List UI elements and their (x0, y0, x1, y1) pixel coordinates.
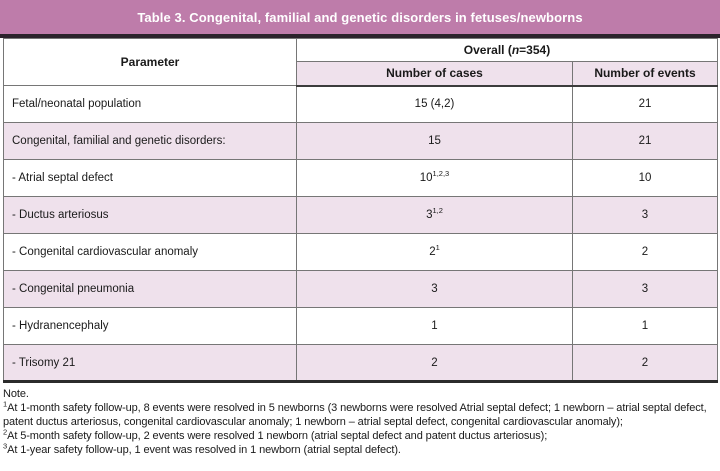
events-cell: 2 (572, 233, 718, 271)
cases-value: 15 (428, 135, 441, 147)
cases-value: 10 (419, 172, 433, 184)
cases-cell: 31,2 (296, 196, 573, 234)
cases-value: 3 (426, 209, 433, 221)
events-cell: 10 (572, 159, 718, 197)
table-row: Congenital, familial and genetic disorde… (3, 122, 718, 160)
header-row-top: Parameter Overall (n=354) (3, 38, 718, 86)
events-cell: 2 (572, 344, 718, 382)
table-row: - Trisomy 21 2 2 (3, 344, 718, 382)
parameter-cell: Congenital, familial and genetic disorde… (3, 122, 297, 160)
table-title: Table 3. Congenital, familial and geneti… (137, 9, 583, 25)
table-row: - Congenital cardiovascular anomaly 21 2 (3, 233, 718, 271)
cases-value: 2 (431, 356, 438, 369)
table-row: - Congenital pneumonia 3 3 (3, 270, 718, 308)
cases-superscript: 1,2 (432, 206, 443, 216)
footnote-3-marker: 3 (3, 441, 8, 451)
footnote-1-text: At 1-month safety follow-up, 8 events we… (3, 402, 707, 428)
cases-cell: 3 (296, 270, 573, 308)
parameter-cell: - Ductus arteriosus (3, 196, 297, 234)
column-header-parameter: Parameter (3, 38, 297, 86)
events-cell: 21 (572, 85, 718, 123)
column-header-cases: Number of cases (296, 61, 573, 87)
cases-cell: 101,2,3 (296, 159, 573, 197)
footnote-2: 2At 5-month safety follow-up, 2 events w… (3, 427, 716, 443)
parameter-cell: - Trisomy 21 (3, 344, 297, 382)
table-title-bar: Table 3. Congenital, familial and geneti… (0, 0, 720, 38)
overall-suffix: =354) (519, 43, 551, 57)
table-row: - Hydranencephaly 1 1 (3, 307, 718, 345)
table-body: Fetal/neonatal population 15 (4,2) 21 Co… (3, 85, 718, 382)
column-header-overall: Overall (n=354) (296, 38, 718, 62)
footnote-1-marker: 1 (3, 399, 8, 409)
parameter-cell: Fetal/neonatal population (3, 85, 297, 123)
cases-value: 3 (431, 283, 438, 295)
table-row: - Ductus arteriosus 31,2 3 (3, 196, 718, 234)
cases-superscript: 1,2,3 (432, 169, 450, 179)
events-cell: 3 (572, 270, 718, 308)
footnotes: Note. 1At 1-month safety follow-up, 8 ev… (3, 387, 716, 457)
cases-superscript: 1 (435, 243, 440, 253)
overall-prefix: Overall ( (463, 43, 512, 57)
cases-value: 2 (429, 246, 436, 258)
parameter-cell: - Congenital pneumonia (3, 270, 297, 308)
parameter-cell: - Atrial septal defect (3, 159, 297, 197)
cases-cell: 15 (296, 122, 573, 160)
data-table: Parameter Overall (n=354) Number of case… (3, 38, 718, 383)
cases-cell: 15 (4,2) (296, 85, 573, 123)
cases-value: 15 (4,2) (414, 98, 455, 111)
table-row: Fetal/neonatal population 15 (4,2) 21 (3, 85, 718, 123)
events-cell: 1 (572, 307, 718, 345)
overall-n-italic: n (511, 43, 520, 57)
table-row: - Atrial septal defect 101,2,3 10 (3, 159, 718, 197)
cases-cell: 21 (296, 233, 573, 271)
events-cell: 3 (572, 196, 718, 234)
parameter-cell: - Congenital cardiovascular anomaly (3, 233, 297, 271)
footnote-2-marker: 2 (3, 427, 8, 437)
cases-value: 1 (431, 320, 438, 332)
table-header: Parameter Overall (n=354) Number of case… (3, 38, 718, 87)
footnote-3-text: At 1-year safety follow-up, 1 event was … (7, 444, 401, 456)
header-row-sub: Number of cases Number of events (4, 61, 718, 87)
events-cell: 21 (572, 122, 718, 160)
footnote-3: 3At 1-year safety follow-up, 1 event was… (3, 441, 716, 457)
cases-cell: 2 (296, 344, 573, 382)
note-label: Note. (3, 388, 29, 400)
footnote-2-text: At 5-month safety follow-up, 2 events we… (7, 430, 548, 442)
footnote-1: 1At 1-month safety follow-up, 8 events w… (3, 399, 716, 429)
cases-cell: 1 (296, 307, 573, 345)
parameter-cell: - Hydranencephaly (3, 307, 297, 345)
column-header-events: Number of events (572, 61, 718, 87)
